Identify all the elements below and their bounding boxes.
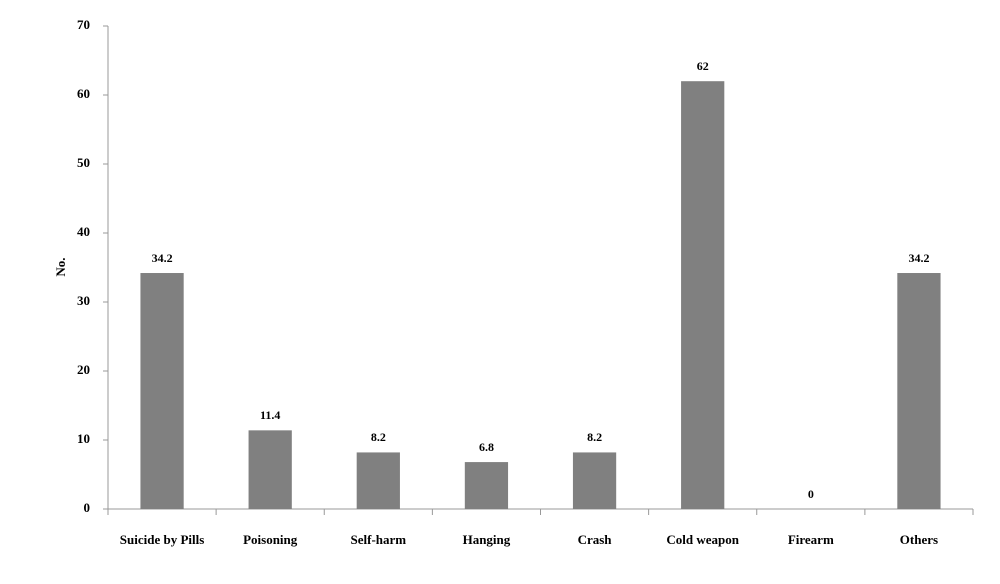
value-label: 34.2: [908, 251, 929, 265]
value-label: 8.2: [587, 430, 602, 444]
y-tick-label: 40: [77, 224, 90, 239]
y-tick-label: 10: [77, 431, 90, 446]
value-label: 62: [697, 59, 709, 73]
value-label: 11.4: [260, 408, 280, 422]
y-tick-label: 0: [84, 500, 91, 515]
x-tick-label: Others: [900, 532, 938, 547]
value-label: 8.2: [371, 430, 386, 444]
bar: [140, 273, 184, 509]
value-label: 6.8: [479, 440, 494, 454]
x-tick-label: Hanging: [463, 532, 511, 547]
bar: [897, 273, 941, 509]
y-tick-label: 70: [77, 17, 90, 32]
y-tick-label: 30: [77, 293, 90, 308]
x-tick-label: Self-harm: [351, 532, 407, 547]
bar: [248, 430, 292, 509]
y-tick-label: 60: [77, 86, 90, 101]
x-tick-label: Cold weapon: [666, 532, 739, 547]
x-tick-label: Crash: [578, 532, 613, 547]
bar: [464, 462, 509, 509]
y-axis-label: No.: [53, 257, 68, 276]
value-label: 0: [808, 487, 814, 501]
bar: [356, 452, 400, 509]
y-tick-label: 50: [77, 155, 90, 170]
bar: [681, 81, 725, 509]
y-tick-label: 20: [77, 362, 90, 377]
bar: [572, 452, 617, 509]
x-tick-label: Poisoning: [243, 532, 298, 547]
x-tick-label: Suicide by Pills: [120, 532, 205, 547]
x-tick-label: Firearm: [788, 532, 834, 547]
value-label: 34.2: [152, 251, 173, 265]
